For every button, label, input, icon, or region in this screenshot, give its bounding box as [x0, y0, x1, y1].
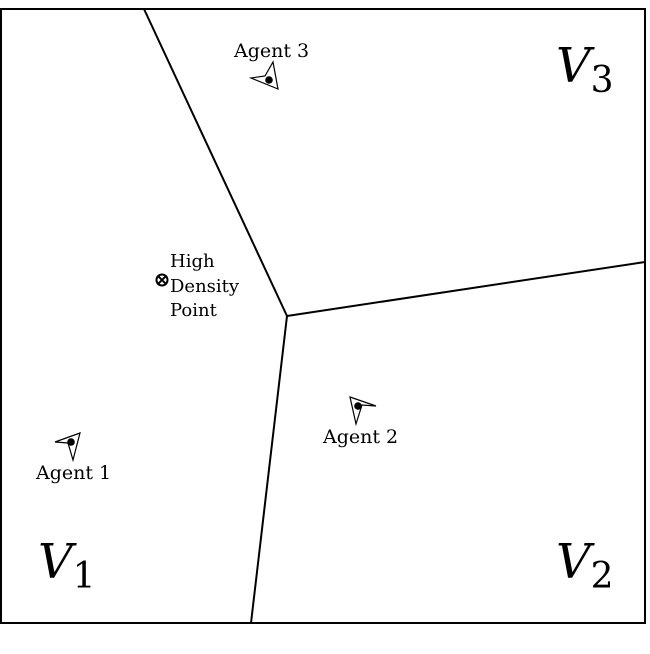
high-density-point-label: High Density Point	[170, 251, 245, 321]
region-label-v3: V3	[556, 38, 614, 101]
partition-edges	[143, 8, 646, 624]
region-label-v1: V1	[38, 534, 96, 597]
agent-1-marker	[54, 432, 81, 463]
agent-2-label: Agent 2	[322, 426, 398, 448]
agent-1-label: Agent 1	[35, 462, 111, 484]
edge-v1-v2	[250, 315, 288, 624]
agent-2-arrowhead-icon	[349, 396, 377, 427]
agent-2-position-dot	[354, 402, 362, 410]
agent-3-marker	[248, 60, 279, 90]
agent-3-arrowhead-icon	[248, 60, 279, 90]
workspace-boundary	[0, 8, 646, 624]
agent-3-label: Agent 3	[233, 40, 309, 62]
region-label-v2: V2	[556, 534, 614, 597]
agent-1-arrowhead-icon	[54, 432, 81, 463]
agent-3-position-dot	[265, 76, 273, 84]
agent-2-marker	[349, 396, 377, 427]
edge-v1-v3	[143, 8, 288, 317]
high-density-point-marker	[155, 273, 169, 287]
agent-1-position-dot	[67, 438, 75, 446]
edge-v2-v3	[286, 261, 646, 317]
